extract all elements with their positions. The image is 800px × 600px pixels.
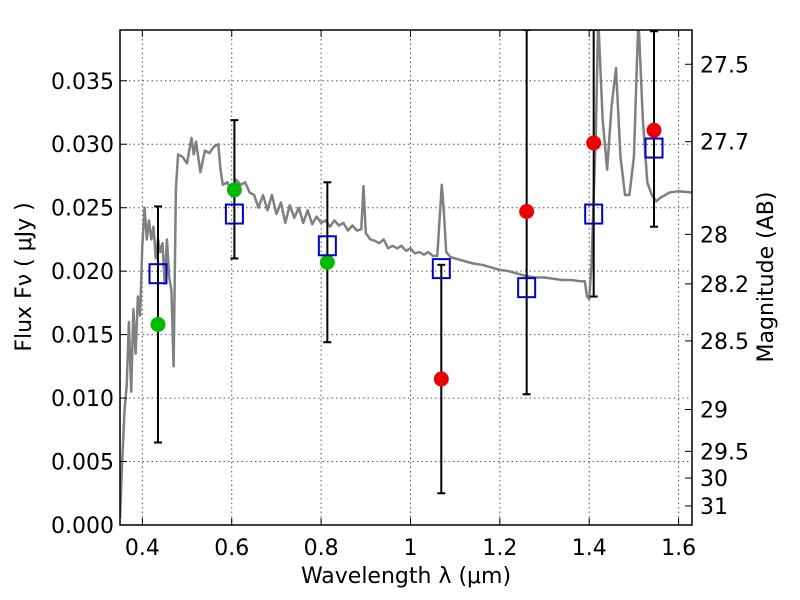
right-axis-title: Magnitude (AB) — [754, 192, 779, 363]
model-photometry-box — [148, 263, 168, 285]
x-tick-label: 0.4 — [125, 536, 160, 561]
right-tick-label: 28.5 — [700, 330, 749, 355]
y-tick-label: 0.020 — [51, 260, 114, 285]
model-photometry-box — [224, 203, 244, 225]
red-data-point — [519, 204, 535, 219]
x-tick-label: 0.8 — [304, 536, 339, 561]
green-data-point — [150, 316, 166, 332]
right-tick-label: 27.5 — [700, 53, 749, 78]
green-data-point — [319, 254, 335, 270]
model-spectrum-line — [120, 30, 692, 519]
red-data-point — [586, 135, 602, 151]
plot-area — [120, 30, 692, 519]
green-data-point — [226, 182, 242, 198]
y-tick-label: 0.030 — [51, 133, 114, 158]
right-tick-label: 28 — [700, 223, 728, 248]
y-tick-label: 0.010 — [51, 387, 114, 412]
right-tick-label: 30 — [700, 467, 728, 492]
red-data-point — [646, 122, 662, 138]
x-tick-label: 1.6 — [661, 536, 696, 561]
right-tick-label: 27.7 — [700, 131, 749, 156]
x-tick-label: 1 — [403, 536, 417, 561]
axes-ticks: 0.4 0.6 0.8 1 1.2 1.4 1.6 0.000 0.005 0.010 0.015 0… — [51, 30, 749, 561]
model-photometry-box — [431, 258, 451, 280]
y-tick-label: 0.025 — [51, 197, 114, 222]
model-photometry-box — [317, 235, 337, 257]
model-photometry-box — [584, 203, 604, 225]
x-axis-title: Wavelength λ (μm) — [301, 564, 511, 589]
grid — [120, 30, 692, 526]
right-tick-label: 29.5 — [700, 440, 749, 465]
x-tick-label: 1.4 — [572, 536, 607, 561]
y-axis-title: Flux Fν ( μJy ) — [12, 202, 37, 351]
plot-frame — [119, 29, 693, 526]
x-tick-label: 1.2 — [482, 536, 517, 561]
model-photometry-box — [517, 277, 537, 299]
y-tick-label: 0.000 — [51, 514, 114, 539]
right-tick-label: 28.2 — [700, 273, 749, 298]
y-tick-label: 0.035 — [51, 70, 114, 95]
model-photometry-box — [644, 137, 664, 159]
right-tick-label: 29 — [700, 399, 728, 424]
y-tick-label: 0.005 — [51, 451, 114, 476]
red-data-point — [433, 371, 449, 387]
right-tick-label: 31 — [700, 495, 728, 520]
x-tick-label: 0.6 — [214, 536, 249, 561]
y-tick-label: 0.015 — [51, 324, 114, 349]
